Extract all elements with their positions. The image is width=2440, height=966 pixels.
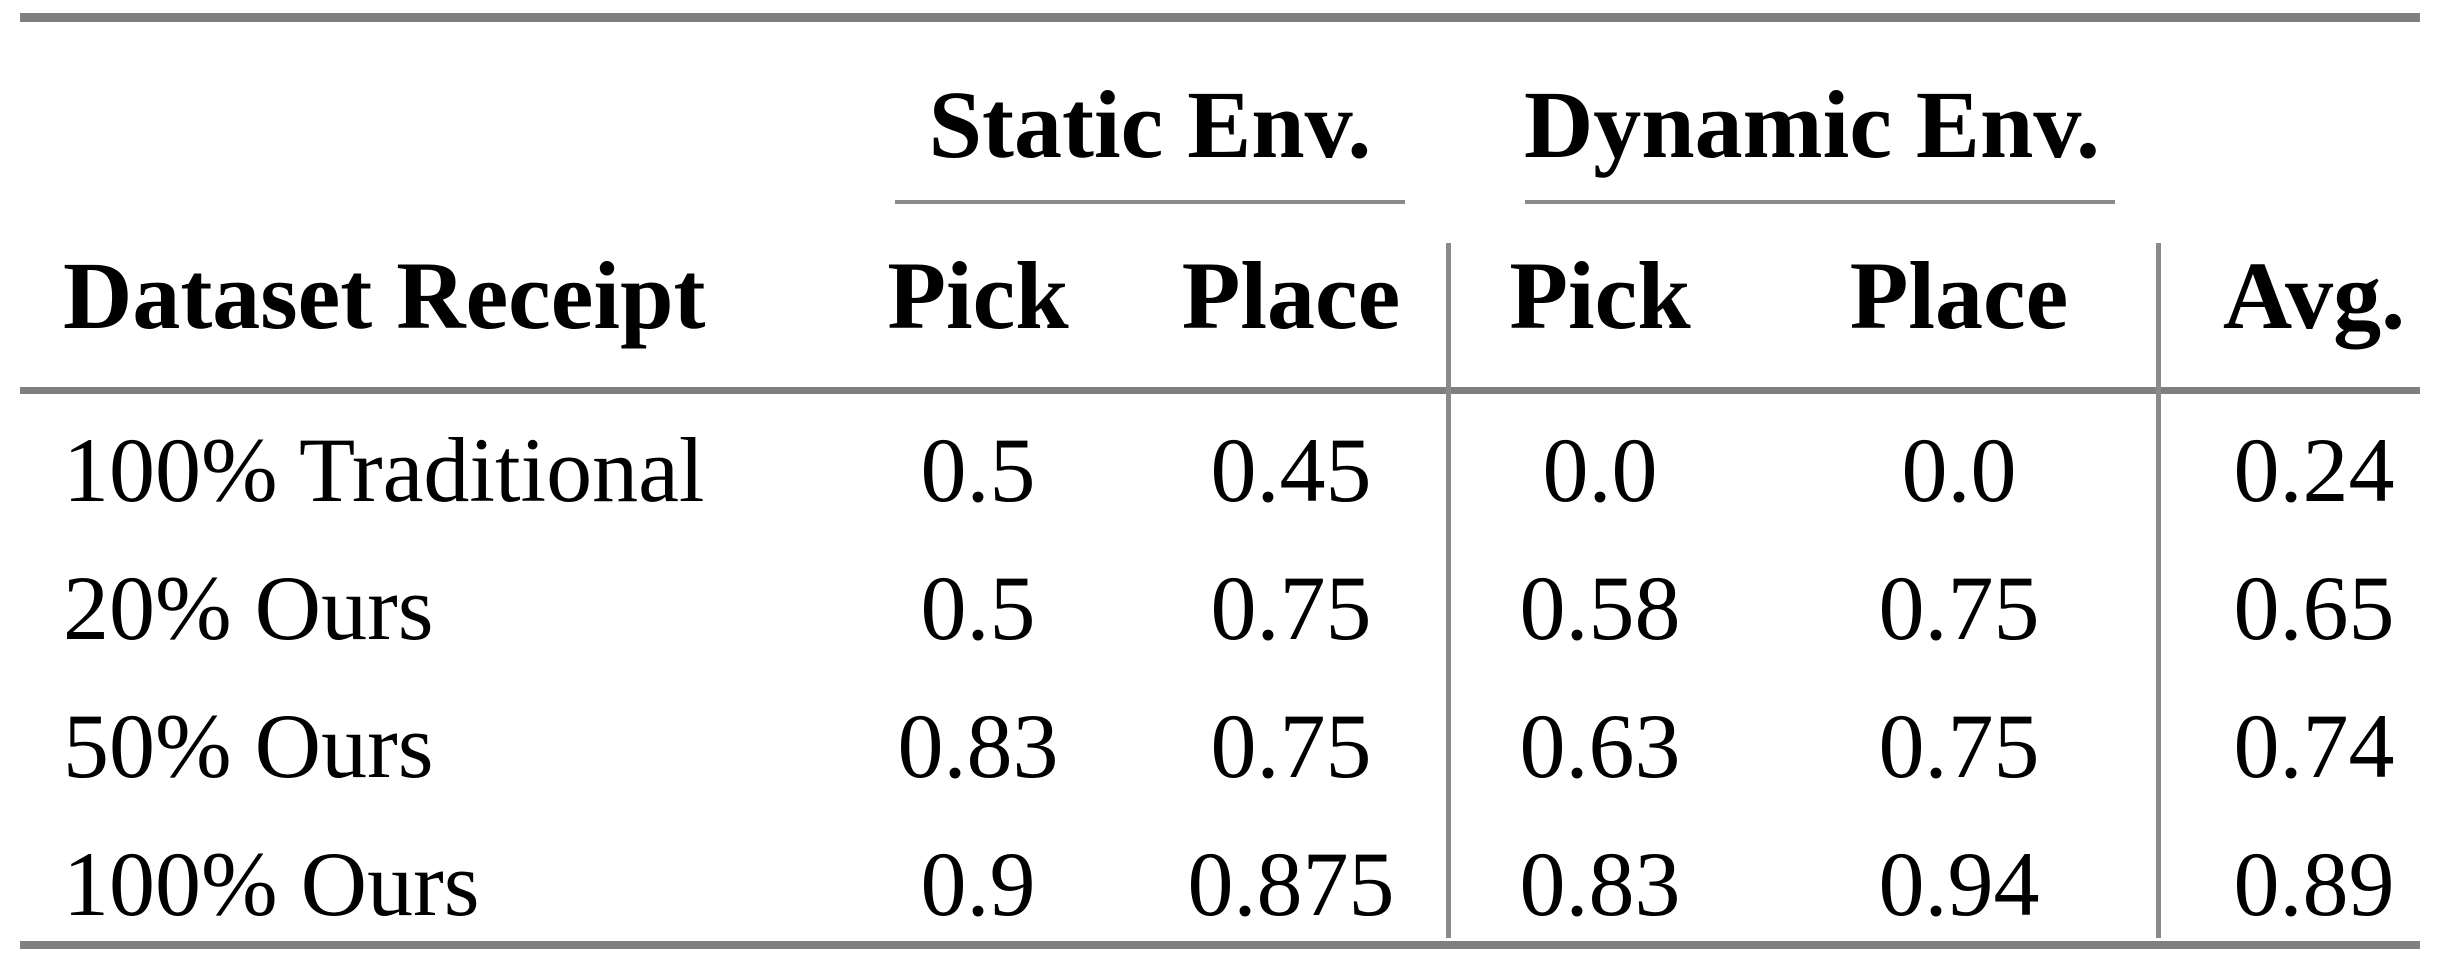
static-env-cmidrule: [895, 200, 1405, 204]
column-header-avg: Avg.: [2222, 242, 2406, 349]
static-place-value: 0.75: [1210, 557, 1372, 659]
column-header-dataset-receipt: Dataset Receipt: [63, 242, 706, 349]
static-place-value: 0.875: [1187, 833, 1395, 935]
dynamic-pick-value: 0.63: [1519, 695, 1681, 797]
vertical-separator-static-dynamic: [1446, 243, 1451, 938]
avg-value: 0.74: [2233, 695, 2395, 797]
static-place-value: 0.75: [1210, 695, 1372, 797]
static-pick-value: 0.9: [920, 833, 1036, 935]
bottom-rule: [20, 941, 2420, 949]
static-env-group-header: Static Env.: [928, 71, 1372, 178]
row-label: 100% Traditional: [63, 419, 705, 521]
dynamic-place-value: 0.75: [1878, 557, 2040, 659]
mid-rule: [20, 387, 2420, 394]
dynamic-pick-value: 0.83: [1519, 833, 1681, 935]
static-place-value: 0.45: [1210, 419, 1372, 521]
dynamic-env-cmidrule: [1525, 200, 2115, 204]
dynamic-pick-value: 0.0: [1542, 419, 1658, 521]
avg-value: 0.89: [2233, 833, 2395, 935]
column-header-static-pick: Pick: [887, 242, 1069, 349]
dynamic-place-value: 0.94: [1878, 833, 2040, 935]
column-header-dynamic-place: Place: [1849, 242, 2069, 349]
column-header-static-place: Place: [1181, 242, 1401, 349]
dynamic-pick-value: 0.58: [1519, 557, 1681, 659]
avg-value: 0.65: [2233, 557, 2395, 659]
row-label: 50% Ours: [63, 695, 434, 797]
row-label: 100% Ours: [63, 833, 480, 935]
static-pick-value: 0.5: [920, 419, 1036, 521]
vertical-separator-dynamic-avg: [2156, 243, 2161, 938]
dynamic-place-value: 0.75: [1878, 695, 2040, 797]
avg-value: 0.24: [2233, 419, 2395, 521]
row-label: 20% Ours: [63, 557, 434, 659]
dynamic-place-value: 0.0: [1901, 419, 2017, 521]
static-pick-value: 0.83: [897, 695, 1059, 797]
static-pick-value: 0.5: [920, 557, 1036, 659]
top-rule: [20, 13, 2420, 22]
column-header-dynamic-pick: Pick: [1509, 242, 1691, 349]
dynamic-env-group-header: Dynamic Env.: [1523, 71, 2101, 178]
